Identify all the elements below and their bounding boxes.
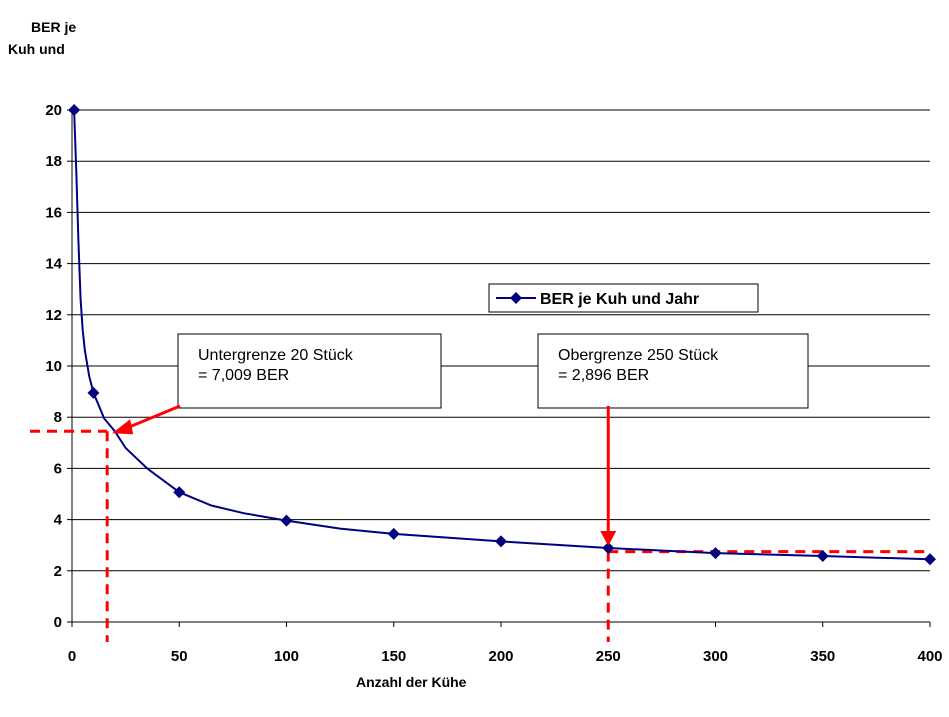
data-point-marker bbox=[816, 549, 829, 562]
y-axis-label-line1: BER je bbox=[31, 19, 77, 35]
annotation-lower-line1: Untergrenze 20 Stück bbox=[198, 347, 354, 364]
annotation-lower-line2: = 7,009 BER bbox=[198, 367, 289, 384]
y-tick-label: 4 bbox=[54, 512, 63, 529]
data-point-marker bbox=[602, 542, 615, 555]
data-point-marker bbox=[387, 527, 400, 540]
y-tick-label: 16 bbox=[45, 204, 62, 221]
x-axis-label: Anzahl der Kühe bbox=[356, 674, 467, 690]
x-tick-label: 50 bbox=[171, 648, 188, 665]
annotation-upper-line2: = 2,896 BER bbox=[558, 367, 649, 384]
data-point-marker bbox=[709, 547, 722, 560]
data-point-marker bbox=[87, 386, 100, 399]
legend-series-marker bbox=[510, 292, 522, 304]
y-tick-label: 12 bbox=[45, 307, 62, 324]
annotation-upper-line1: Obergrenze 250 Stück bbox=[558, 347, 719, 364]
y-tick-label: 20 bbox=[45, 102, 62, 119]
x-tick-label: 350 bbox=[810, 648, 835, 665]
y-tick-label: 18 bbox=[45, 153, 62, 170]
x-tick-label: 150 bbox=[381, 648, 406, 665]
x-tick-label: 100 bbox=[274, 648, 299, 665]
data-point-marker bbox=[495, 535, 507, 548]
annotation-lower-box bbox=[177, 333, 442, 409]
series-line bbox=[73, 109, 931, 561]
annotation-upper-arrow-head bbox=[600, 531, 617, 547]
annotation-upper-box bbox=[537, 333, 809, 409]
y-tick-label: 8 bbox=[54, 409, 62, 426]
data-point-marker bbox=[68, 104, 81, 116]
y-tick-label: 0 bbox=[54, 614, 62, 631]
y-tick-label: 10 bbox=[45, 358, 62, 375]
annotation-lower-arrow-head bbox=[112, 419, 134, 435]
y-axis-label-line2: Kuh und bbox=[8, 41, 65, 57]
x-tick-label: 0 bbox=[68, 648, 76, 665]
annotation-lower-arrow-line bbox=[125, 404, 181, 430]
data-point-marker bbox=[173, 486, 186, 499]
x-tick-label: 400 bbox=[917, 648, 942, 665]
y-tick-label: 2 bbox=[54, 563, 62, 580]
y-tick-label: 6 bbox=[54, 460, 62, 477]
data-point-marker bbox=[280, 514, 293, 527]
data-point-marker bbox=[924, 553, 936, 566]
x-tick-label: 200 bbox=[488, 648, 513, 665]
x-tick-label: 250 bbox=[596, 648, 621, 665]
legend-series-label: BER je Kuh und Jahr bbox=[540, 291, 699, 308]
x-tick-label: 300 bbox=[703, 648, 728, 665]
y-tick-label: 14 bbox=[45, 256, 62, 273]
